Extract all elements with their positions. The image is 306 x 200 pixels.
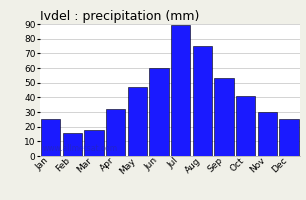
Bar (62, 133, 82, 156)
Text: Ivdel : precipitation (mm): Ivdel : precipitation (mm) (40, 10, 199, 23)
Bar (106, 109, 125, 156)
Bar (214, 78, 234, 156)
Bar (84, 130, 104, 156)
Bar (149, 68, 169, 156)
Text: www.allmetsat.com: www.allmetsat.com (42, 144, 118, 153)
Bar (236, 96, 256, 156)
Bar (279, 119, 299, 156)
Bar (192, 46, 212, 156)
Bar (41, 119, 60, 156)
Bar (258, 112, 277, 156)
Bar (171, 25, 190, 156)
Bar (128, 87, 147, 156)
